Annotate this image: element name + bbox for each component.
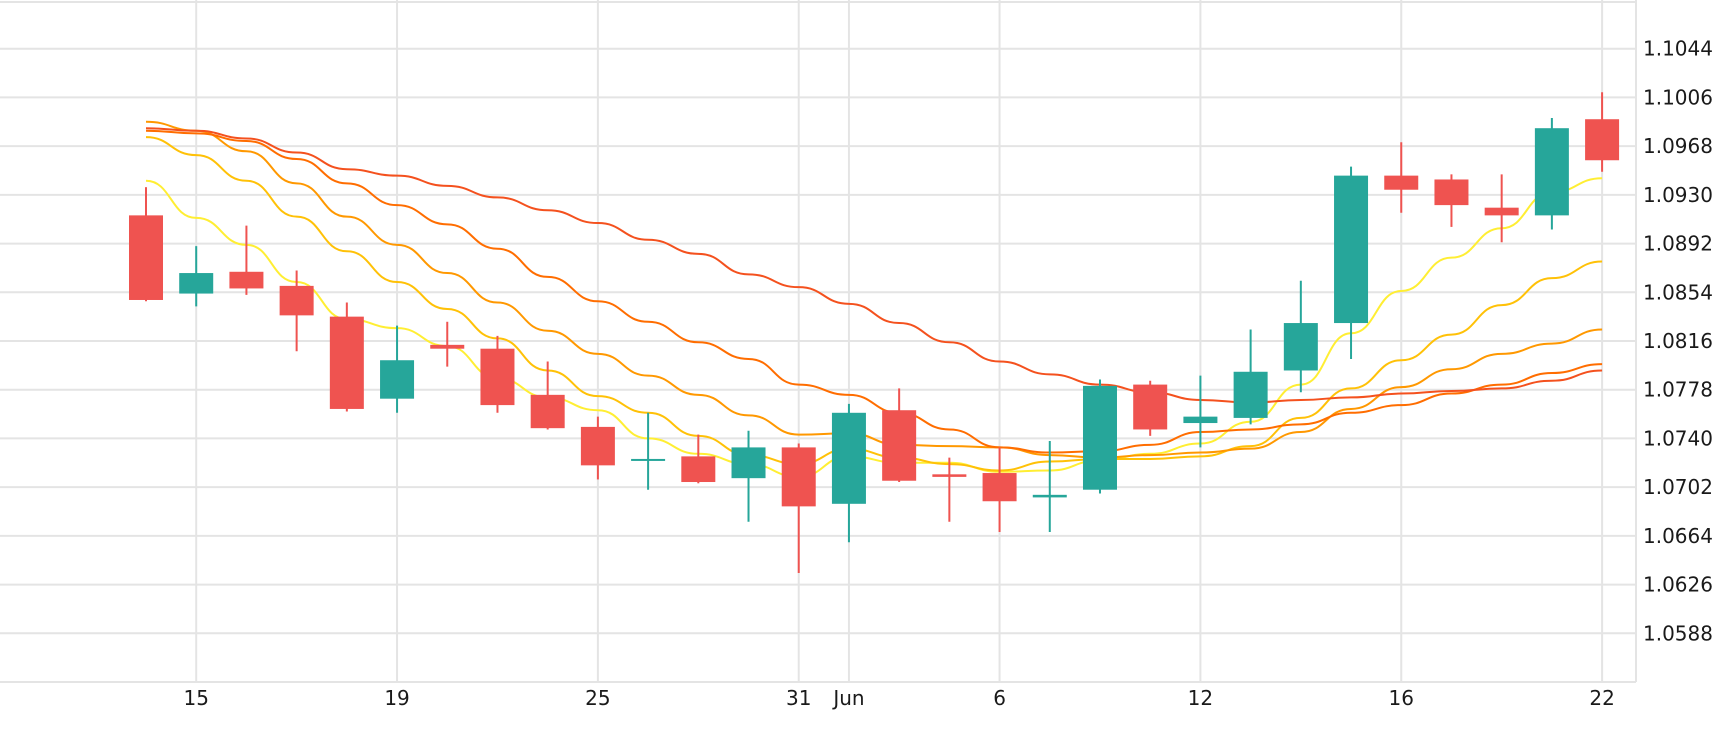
candle-body bbox=[580, 426, 615, 466]
candle-down bbox=[1585, 92, 1620, 172]
candle-down bbox=[279, 270, 314, 352]
candle-down bbox=[129, 187, 163, 302]
candle-body bbox=[430, 344, 465, 349]
y-tick-label: 1.0778 bbox=[1643, 378, 1713, 402]
y-tick-label: 1.0740 bbox=[1643, 426, 1713, 450]
grid-layer bbox=[0, 0, 1637, 683]
candle-down bbox=[580, 416, 615, 480]
candle-body bbox=[831, 412, 866, 504]
moving-average-line bbox=[145, 129, 1603, 454]
candle-body bbox=[1334, 175, 1369, 324]
candle-body bbox=[1133, 384, 1168, 430]
candle-body bbox=[380, 360, 415, 399]
candle-body bbox=[731, 447, 766, 479]
x-tick-label: 22 bbox=[1589, 686, 1614, 710]
x-tick-label: 15 bbox=[183, 686, 208, 710]
moving-average-line bbox=[145, 177, 1603, 478]
y-axis: 1.1044 1.1006 1.0968 1.0930 1.0892 1.0854 1.08… bbox=[1643, 37, 1713, 646]
candle-up bbox=[631, 412, 666, 490]
candle-body bbox=[1082, 385, 1117, 490]
candle-down bbox=[1484, 174, 1519, 243]
candle-body bbox=[631, 458, 666, 461]
x-tick-label: 16 bbox=[1389, 686, 1414, 710]
candle-body bbox=[1032, 494, 1067, 498]
candle-body bbox=[1183, 416, 1218, 424]
candle-body bbox=[1283, 323, 1318, 371]
candle-down bbox=[982, 447, 1017, 533]
candle-up bbox=[1032, 440, 1067, 533]
candle-body bbox=[129, 215, 163, 300]
candle-body bbox=[1434, 179, 1469, 206]
candle-up bbox=[179, 246, 214, 307]
candle-body bbox=[882, 410, 917, 481]
candle-down bbox=[681, 434, 716, 484]
candle-body bbox=[1534, 128, 1569, 216]
x-tick-label: 12 bbox=[1188, 686, 1213, 710]
candle-body bbox=[681, 456, 716, 483]
candle-up bbox=[1283, 280, 1318, 393]
x-tick-label: 31 bbox=[786, 686, 811, 710]
candle-up bbox=[380, 325, 415, 413]
candle-body bbox=[932, 474, 967, 477]
x-tick-label: 6 bbox=[993, 686, 1006, 710]
candle-up bbox=[1082, 379, 1117, 494]
candle-body bbox=[480, 348, 515, 406]
candle-down bbox=[480, 335, 515, 413]
x-tick-label: 25 bbox=[585, 686, 610, 710]
x-tick-label: 19 bbox=[384, 686, 409, 710]
candle-up bbox=[831, 403, 866, 543]
candle-body bbox=[982, 473, 1017, 502]
candle-body bbox=[781, 447, 816, 507]
candle-down bbox=[530, 361, 565, 430]
candle-up bbox=[1183, 375, 1218, 448]
candle-down bbox=[932, 457, 967, 522]
y-tick-label: 1.0626 bbox=[1643, 573, 1713, 597]
candle-down bbox=[1384, 142, 1419, 213]
candle-down bbox=[430, 321, 465, 367]
moving-average-line bbox=[145, 127, 1603, 404]
candle-body bbox=[1585, 119, 1620, 161]
x-axis: 15 19 25 31 Jun 6 12 16 22 bbox=[183, 686, 1614, 710]
candle-body bbox=[1384, 175, 1419, 190]
y-tick-label: 1.0588 bbox=[1643, 621, 1713, 645]
candle-body bbox=[229, 271, 264, 289]
candle-body bbox=[1484, 207, 1519, 216]
candle-down bbox=[229, 225, 264, 295]
candle-body bbox=[1233, 371, 1268, 418]
x-tick-label: Jun bbox=[831, 686, 864, 710]
y-tick-label: 1.0930 bbox=[1643, 183, 1713, 207]
candle-body bbox=[179, 273, 214, 294]
candle-body bbox=[279, 285, 314, 316]
candle-down bbox=[329, 302, 364, 412]
y-tick-label: 1.0854 bbox=[1643, 280, 1713, 304]
candle-down bbox=[882, 388, 917, 483]
y-tick-label: 1.0702 bbox=[1643, 475, 1713, 499]
candle-up bbox=[731, 430, 766, 522]
candle-up bbox=[1233, 329, 1268, 425]
candle-down bbox=[1133, 380, 1168, 436]
y-tick-label: 1.0968 bbox=[1643, 134, 1713, 158]
candle-down bbox=[781, 443, 816, 574]
y-tick-label: 1.0892 bbox=[1643, 232, 1713, 256]
candle-up bbox=[1334, 166, 1369, 359]
candle-layer bbox=[129, 92, 1620, 574]
candle-body bbox=[530, 394, 565, 429]
candle-body bbox=[329, 316, 364, 409]
y-tick-label: 1.0664 bbox=[1643, 524, 1713, 548]
y-tick-label: 1.1044 bbox=[1643, 37, 1713, 61]
y-tick-label: 1.1006 bbox=[1643, 85, 1713, 109]
y-tick-label: 1.0816 bbox=[1643, 329, 1713, 353]
candle-down bbox=[1434, 174, 1469, 227]
candle-up bbox=[1534, 117, 1569, 230]
moving-average-layer bbox=[145, 120, 1603, 478]
